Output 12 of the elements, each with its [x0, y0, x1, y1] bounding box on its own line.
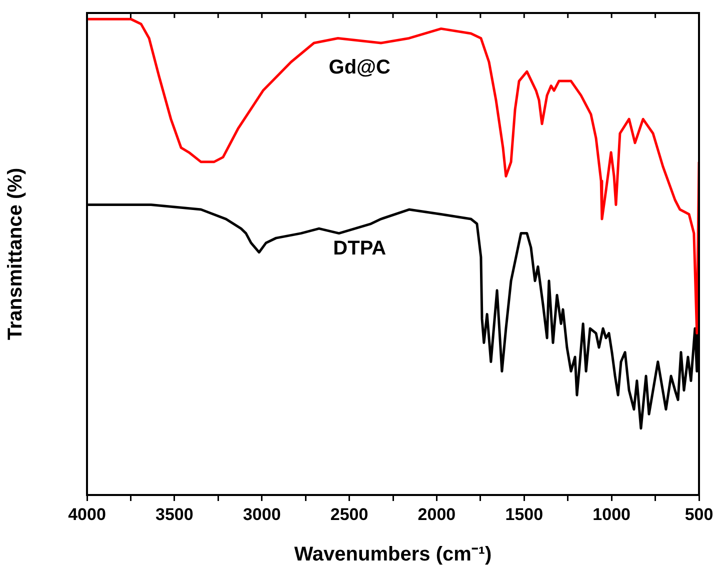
x-tick-label: 3500	[156, 504, 194, 524]
y-axis-title: Transmittance (%)	[4, 168, 27, 340]
x-tick-label: 3000	[242, 504, 281, 524]
x-tick-label: 1500	[505, 504, 544, 524]
x-tick-label: 500	[684, 504, 714, 524]
series-label: DTPA	[333, 237, 386, 260]
x-tick-label: 2000	[418, 504, 456, 524]
x-tick-label: 4000	[68, 504, 106, 524]
x-tick-label: 2500	[330, 504, 368, 524]
x-axis-title: Wavenumbers (cm⁻¹)	[294, 544, 492, 566]
x-tick-label: 1000	[592, 504, 630, 524]
series-label: Gd@C	[328, 56, 390, 78]
